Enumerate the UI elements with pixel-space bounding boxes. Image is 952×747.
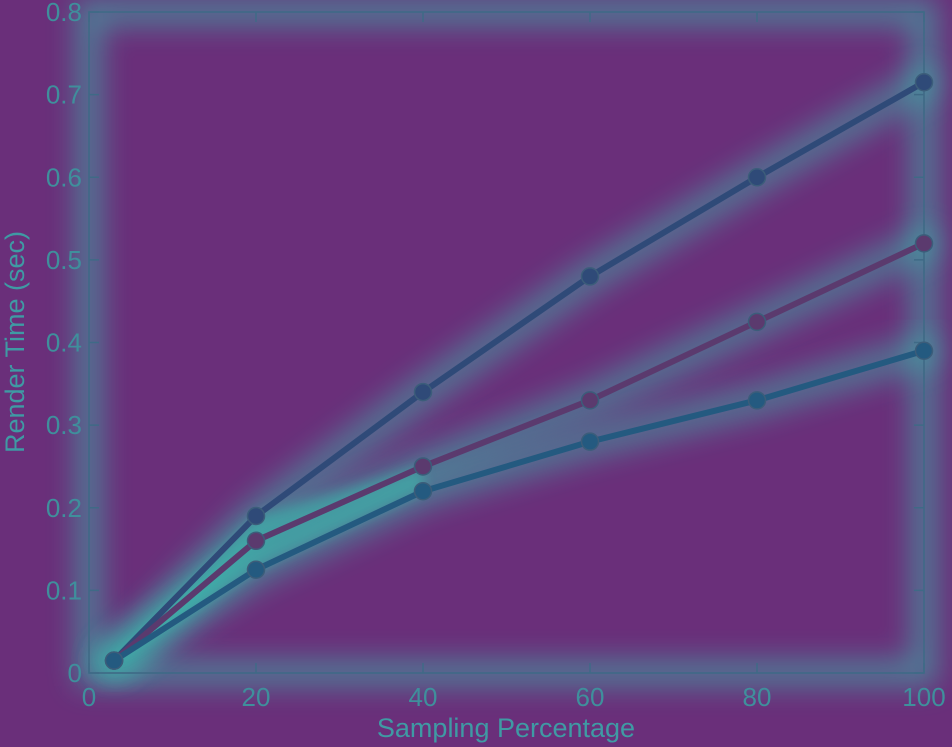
series-layer [104, 72, 934, 670]
y-axis-title: Render Time (sec) [0, 231, 30, 453]
series-2-point [104, 651, 124, 670]
axis-ticks: 0 20 40 60 80 100 0 0.1 0.2 0.3 0.4 0.5 0.6 0.7 0.8 [46, 0, 946, 712]
y-tick-label: 0.7 [46, 80, 82, 110]
x-tick-label: 100 [902, 682, 945, 712]
y-tick-label: 0.3 [46, 410, 82, 440]
series-1-point [747, 312, 767, 332]
x-tick-label: 60 [576, 682, 605, 712]
series-2-point [747, 391, 767, 410]
x-tick-label: 0 [82, 682, 96, 712]
series-0-point [747, 168, 767, 187]
series-0-point [580, 267, 600, 286]
y-tick-label: 0.6 [46, 162, 82, 192]
y-tick-label: 0.8 [46, 0, 82, 27]
series-1-point [914, 234, 934, 253]
series-1-point [580, 391, 600, 410]
x-axis-title: Sampling Percentage [377, 713, 635, 743]
x-tick-label: 40 [409, 682, 438, 712]
y-tick-label: 0.2 [46, 493, 82, 523]
series-2-point [580, 432, 600, 451]
series-0-point [413, 382, 433, 402]
y-tick-label: 0.4 [46, 328, 82, 358]
y-tick-label: 0.5 [46, 245, 82, 275]
series-1-line [111, 240, 927, 664]
series-2-point [914, 341, 934, 361]
series-2-line [111, 347, 927, 664]
series-1-point [413, 457, 433, 476]
series-0-point [914, 72, 934, 92]
series-1-point [246, 531, 266, 551]
y-tick-label: 0.1 [46, 575, 82, 605]
series-2-point [246, 560, 266, 579]
y-tick-label: 0 [68, 658, 82, 688]
x-tick-label: 80 [743, 682, 772, 712]
series-0-point [246, 506, 266, 526]
series-2-point [413, 481, 433, 501]
x-tick-label: 20 [242, 682, 271, 712]
series-0-line [111, 79, 927, 664]
